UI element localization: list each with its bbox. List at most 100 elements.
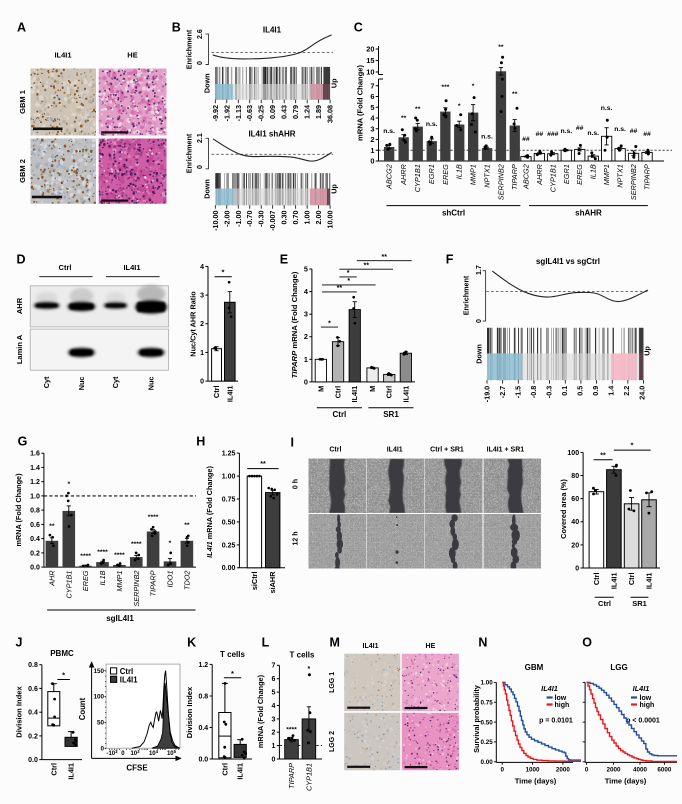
svg-text:1: 1 [271, 743, 275, 750]
svg-text:0.30: 0.30 [280, 211, 289, 225]
svg-text:4: 4 [271, 703, 275, 710]
svg-text:0.79: 0.79 [291, 105, 300, 119]
svg-text:IL4I1 mRNA (Fold Change): IL4I1 mRNA (Fold Change) [205, 466, 214, 558]
svg-text:Count: Count [78, 697, 87, 720]
svg-text:sgIL4I1: sgIL4I1 [106, 614, 134, 623]
svg-text:*: * [231, 669, 234, 678]
svg-text:Ctrl: Ctrl [49, 763, 58, 776]
svg-text:Up: Up [330, 184, 339, 194]
svg-text:Ctrl: Ctrl [59, 263, 72, 272]
svg-text:1.4: 1.4 [607, 386, 616, 396]
svg-text:Division Index: Division Index [185, 686, 194, 738]
svg-text:0.1: 0.1 [560, 386, 569, 396]
svg-text:IL4I1 + SR1: IL4I1 + SR1 [487, 447, 525, 454]
svg-text:-0.8: -0.8 [529, 386, 538, 398]
svg-text:-10.00: -10.00 [211, 211, 220, 231]
svg-text:Ctrl: Ctrl [592, 573, 601, 586]
svg-text:IL4I1: IL4I1 [401, 386, 410, 403]
svg-text:1.25: 1.25 [222, 451, 236, 458]
svg-text:1: 1 [200, 350, 204, 357]
svg-text:2: 2 [200, 321, 204, 328]
svg-text:****: **** [148, 514, 159, 521]
svg-text:24.0: 24.0 [638, 386, 647, 400]
svg-text:-1.00: -1.00 [234, 210, 243, 226]
svg-text:-0.63: -0.63 [245, 105, 254, 121]
svg-text:****: **** [97, 549, 108, 556]
svg-text:0.0: 0.0 [30, 565, 40, 572]
svg-text:n.s.: n.s. [481, 134, 493, 141]
svg-text:0.8: 0.8 [30, 508, 40, 515]
svg-text:Enrichment: Enrichment [185, 133, 194, 173]
svg-text:IL4I1: IL4I1 [633, 684, 650, 693]
svg-text:*: * [631, 443, 634, 450]
svg-text:*: * [308, 666, 311, 673]
svg-text:IL1B: IL1B [98, 570, 107, 585]
svg-text:36.08: 36.08 [326, 105, 335, 123]
svg-text:Division Index: Division Index [15, 685, 24, 737]
svg-text:**: ** [260, 461, 266, 468]
svg-text:*: * [222, 268, 225, 277]
svg-text:SERPINB2: SERPINB2 [629, 164, 638, 200]
svg-text:NPTX1: NPTX1 [616, 164, 625, 188]
svg-text:0.4: 0.4 [198, 725, 208, 732]
svg-text:LGG 2: LGG 2 [329, 731, 336, 752]
svg-text:80: 80 [571, 473, 579, 480]
svg-text:Up: Up [643, 346, 652, 356]
svg-text:**: ** [337, 285, 343, 292]
svg-text:0: 0 [575, 565, 579, 572]
svg-text:IL4I1: IL4I1 [236, 763, 245, 780]
svg-text:siCtrl: siCtrl [250, 572, 259, 591]
svg-text:5: 5 [304, 265, 308, 274]
svg-text:###: ### [547, 131, 559, 138]
svg-text:I: I [291, 436, 294, 450]
svg-text:2.00: 2.00 [314, 211, 323, 225]
svg-text:EGR1: EGR1 [562, 164, 571, 184]
svg-text:L: L [262, 636, 270, 650]
svg-text:MMP1: MMP1 [115, 571, 124, 592]
svg-text:GBM 1: GBM 1 [18, 90, 27, 114]
svg-text:0: 0 [476, 319, 483, 323]
svg-text:CYP1B1: CYP1B1 [548, 164, 557, 192]
svg-text:O: O [582, 636, 592, 650]
svg-text:0.0: 0.0 [28, 757, 38, 764]
svg-text:1.6: 1.6 [30, 451, 40, 458]
svg-text:EREG: EREG [81, 570, 90, 591]
svg-text:G: G [18, 435, 28, 449]
svg-text:Cyt: Cyt [111, 376, 120, 388]
svg-text:GBM 2: GBM 2 [18, 159, 27, 183]
svg-text:IDO1: IDO1 [166, 571, 175, 588]
svg-text:3: 3 [304, 310, 308, 319]
svg-text:4000: 4000 [633, 767, 648, 774]
svg-text:T cells: T cells [290, 651, 315, 660]
svg-text:SERPINB2: SERPINB2 [132, 571, 141, 607]
svg-text:Ctrl + SR1: Ctrl + SR1 [430, 447, 464, 454]
svg-text:Up: Up [330, 78, 339, 88]
svg-text:Ctrl: Ctrl [598, 599, 611, 608]
svg-text:0: 0 [197, 61, 204, 65]
svg-text:7: 7 [370, 81, 374, 90]
svg-text:****: **** [80, 553, 91, 560]
svg-text:-1.13: -1.13 [234, 105, 243, 121]
svg-text:0: 0 [197, 165, 204, 169]
svg-text:2.6: 2.6 [197, 29, 204, 39]
svg-text:0: 0 [304, 377, 308, 386]
svg-text:CYP1B1: CYP1B1 [413, 164, 422, 192]
svg-text:0.2: 0.2 [28, 733, 38, 740]
svg-text:LGG 1: LGG 1 [329, 672, 336, 693]
svg-text:IL4I1: IL4I1 [645, 573, 654, 590]
svg-text:7: 7 [271, 663, 275, 670]
svg-text:0: 0 [370, 157, 374, 166]
svg-text:-19.0: -19.0 [483, 386, 492, 402]
svg-text:F: F [446, 253, 454, 267]
svg-text:0.09: 0.09 [268, 105, 277, 119]
svg-text:60: 60 [571, 496, 579, 503]
svg-text:2: 2 [271, 730, 275, 737]
svg-text:0: 0 [100, 745, 104, 752]
svg-text:1.00: 1.00 [481, 680, 494, 687]
svg-text:PBMC: PBMC [50, 649, 74, 658]
svg-text:**: ** [498, 44, 504, 51]
svg-text:n.s.: n.s. [383, 128, 395, 135]
svg-text:##: ## [536, 131, 544, 138]
svg-text:mRNA (Fold Change): mRNA (Fold Change) [356, 64, 365, 141]
svg-text:D: D [17, 253, 26, 267]
